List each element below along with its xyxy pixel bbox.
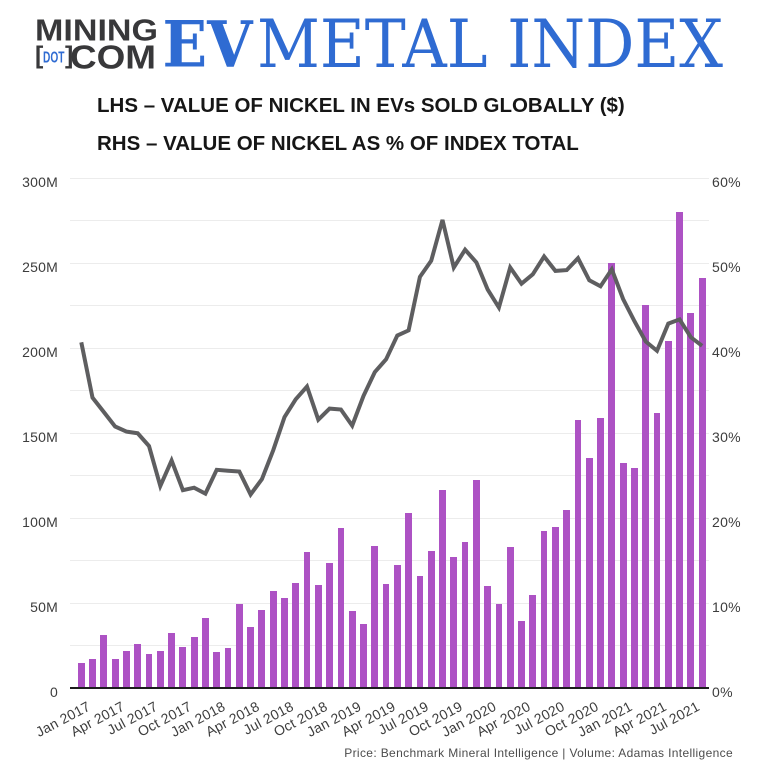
- bar-Mar 2021: [642, 304, 650, 689]
- bar-Jul 2018: [281, 597, 288, 689]
- bar-May 2020: [529, 595, 537, 689]
- bar-Dec 2018: [337, 528, 345, 689]
- bar-Jun 2019: [405, 513, 413, 689]
- bar-Mar 2017: [100, 635, 108, 689]
- bar-Jul 2020: [551, 527, 559, 689]
- bar-Sep 2017: [168, 633, 175, 689]
- bar-Feb 2020: [495, 603, 503, 689]
- bar-Mar 2018: [235, 604, 243, 689]
- bar-May 2019: [393, 565, 401, 689]
- gridline: [70, 602, 709, 604]
- bar-Jan 2020: [484, 586, 492, 689]
- bar-Jan 2021: [619, 462, 627, 689]
- bar-Oct 2020: [585, 457, 593, 689]
- left-axis-label: 50M: [30, 598, 58, 615]
- bar-Oct 2017: [179, 647, 187, 689]
- bar-Dec 2020: [608, 262, 616, 689]
- bar-Apr 2018: [247, 627, 254, 689]
- bar-Jun 2018: [269, 591, 277, 689]
- bar-Aug 2019: [427, 550, 435, 689]
- bar-Jun 2017: [134, 644, 142, 689]
- right-axis-label: 30%: [712, 428, 741, 445]
- left-axis-label: 250M: [22, 258, 58, 275]
- right-axis-label: 20%: [712, 513, 741, 530]
- bar-Oct 2018: [314, 584, 322, 689]
- gridline: [70, 517, 709, 519]
- bar-Apr 2021: [653, 412, 661, 689]
- bar-Feb 2018: [224, 647, 232, 689]
- bar-Sep 2018: [303, 552, 311, 689]
- bar-Apr 2017: [111, 659, 119, 689]
- left-axis-label: 300M: [22, 173, 58, 190]
- bar-Apr 2020: [518, 620, 525, 689]
- bar-Jan 2018: [213, 651, 221, 689]
- bar-Aug 2020: [563, 510, 571, 689]
- left-axis-label: 0: [50, 683, 58, 700]
- right-axis-label: 0%: [712, 683, 733, 700]
- right-axis-label: 40%: [712, 343, 741, 360]
- bar-Aug 2021: [698, 277, 706, 689]
- bar-Nov 2020: [597, 418, 604, 689]
- bar-Oct 2019: [450, 556, 458, 689]
- gridline: [70, 220, 709, 222]
- bar-Nov 2018: [326, 563, 333, 689]
- bar-May 2021: [664, 341, 672, 689]
- bar-Feb 2019: [360, 624, 367, 689]
- bar-Dec 2017: [202, 617, 209, 689]
- right-axis-label: 60%: [712, 173, 741, 190]
- right-axis-label: 10%: [712, 598, 741, 615]
- x-axis-line: [70, 687, 709, 689]
- bar-Jul 2021: [687, 312, 695, 689]
- bar-May 2017: [123, 650, 130, 689]
- bar-Dec 2019: [472, 480, 480, 689]
- bar-Nov 2019: [461, 542, 469, 689]
- left-axis-label: 100M: [22, 513, 58, 530]
- bar-Jun 2021: [676, 212, 683, 689]
- bar-Sep 2020: [574, 419, 582, 689]
- left-axis-label: 150M: [22, 428, 58, 445]
- bar-Apr 2019: [382, 584, 390, 689]
- bar-Jul 2019: [416, 576, 424, 689]
- bar-Aug 2017: [156, 650, 164, 689]
- bar-Jul 2017: [145, 654, 153, 689]
- bar-Nov 2017: [190, 637, 198, 689]
- bar-Mar 2019: [371, 545, 379, 689]
- bar-Jun 2020: [540, 531, 548, 689]
- bar-Feb 2017: [89, 659, 96, 689]
- source-credit: Price: Benchmark Mineral Intelligence | …: [344, 746, 733, 760]
- bar-Aug 2018: [292, 583, 300, 689]
- bar-May 2018: [258, 610, 266, 689]
- left-axis-label: 200M: [22, 343, 58, 360]
- bar-Jan 2019: [348, 611, 356, 689]
- subtitle-rhs: RHS – VALUE OF NICKEL AS % OF INDEX TOTA…: [97, 131, 579, 155]
- gridline: [70, 645, 709, 647]
- gridline: [70, 177, 709, 179]
- bar-Mar 2020: [506, 546, 514, 689]
- subtitle-lhs: LHS – VALUE OF NICKEL IN EVs SOLD GLOBAL…: [97, 93, 625, 117]
- gridline: [70, 560, 709, 562]
- bar-Sep 2019: [439, 490, 446, 689]
- bar-Feb 2021: [631, 467, 638, 689]
- right-axis-label: 50%: [712, 258, 741, 275]
- bar-Jan 2017: [77, 662, 85, 689]
